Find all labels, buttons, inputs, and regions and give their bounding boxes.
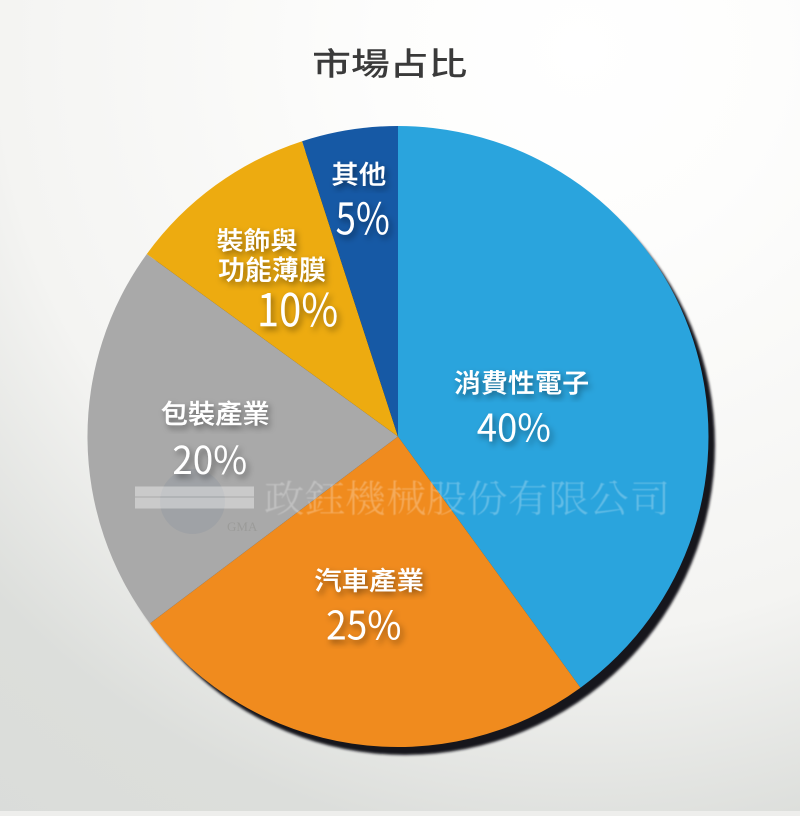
svg-text:GMA: GMA	[227, 519, 258, 534]
